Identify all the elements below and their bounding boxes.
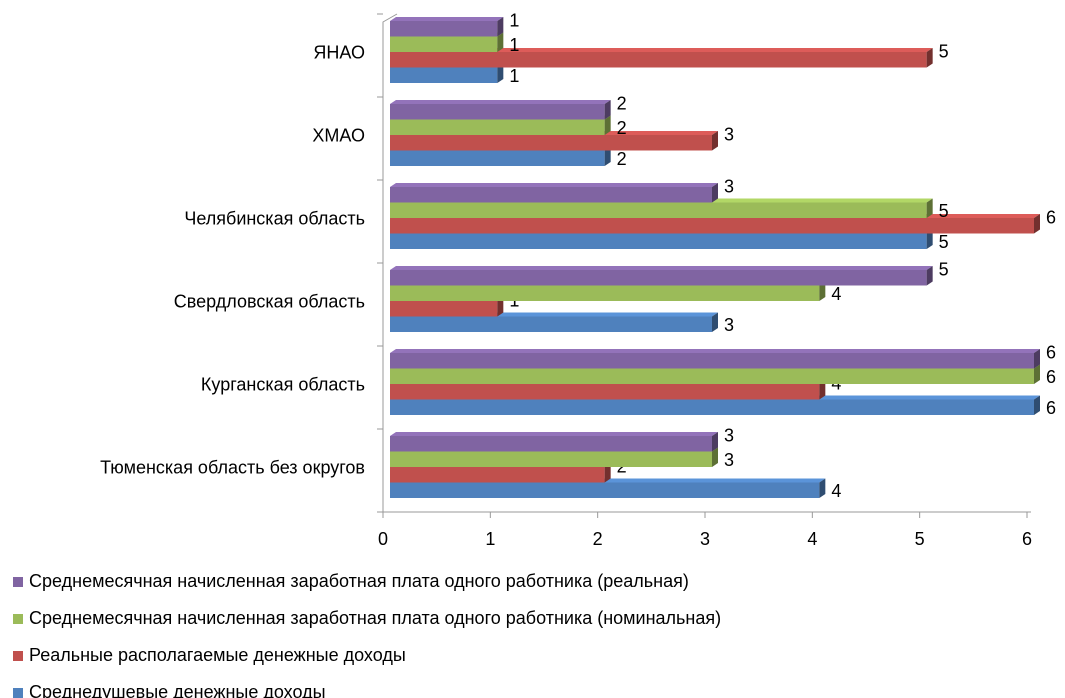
bar [390,21,498,37]
data-label: 3 [724,450,734,470]
data-label: 2 [617,149,627,169]
bar [390,36,498,52]
bar-side [712,183,718,203]
bar-side [1034,214,1040,234]
data-label: 1 [509,35,519,55]
legend-label: Среднемесячная начисленная заработная пл… [29,608,721,628]
bar-side [1034,364,1040,384]
bar-top [390,349,1040,353]
bar [390,285,820,301]
bar [390,104,605,120]
bar-side [604,463,611,483]
x-tick-label: 2 [593,529,603,549]
bar-top [390,432,718,436]
bar-top [390,100,611,104]
bar-side [604,146,611,166]
bar-side [497,32,504,52]
bar-side [819,380,826,400]
bar [390,67,498,83]
bar-side [1034,395,1040,415]
bar [390,384,820,400]
y-tick-label: Курганская область [201,374,365,394]
x-tick-label: 4 [807,529,817,549]
y-tick-label: Челябинская область [184,208,365,228]
bar-top [390,48,933,52]
data-label: 1 [509,66,519,86]
bar-side [926,198,933,218]
bar-side [1034,349,1040,369]
data-label: 3 [724,177,734,197]
bar-side [712,131,718,151]
y-tick-label: Тюменская область без округов [100,457,365,477]
legend-label: Реальные располагаемые денежные доходы [29,645,406,665]
data-label: 5 [939,201,949,221]
bar-side [819,478,826,498]
bar [390,399,1034,415]
bar [390,233,927,249]
bar [390,187,712,203]
data-label: 5 [939,232,949,252]
legend-swatch [13,651,23,661]
bar [390,218,1034,234]
bar-side [712,447,718,467]
bar-top [390,17,504,21]
data-label: 2 [617,94,627,114]
data-label: 6 [1046,343,1056,363]
bar-side [497,297,504,317]
data-label: 3 [724,315,734,335]
bar [390,301,498,317]
data-label: 3 [724,426,734,446]
bar-top [390,266,933,270]
bar-side [712,432,718,452]
bar [390,482,820,498]
bar-side [604,100,611,120]
legend-swatch [13,614,23,624]
legend-label: Среднемесячная начисленная заработная пл… [29,571,689,591]
legend-swatch [13,577,23,587]
data-label: 3 [724,125,734,145]
x-tick-label: 1 [485,529,495,549]
data-label: 4 [831,481,841,501]
bar-side [819,281,826,301]
bar [390,451,712,467]
bar [390,467,605,483]
bar [390,150,605,166]
data-label: 4 [831,284,841,304]
bar-side [497,63,504,83]
x-tick-label: 5 [915,529,925,549]
data-label: 5 [939,260,949,280]
bar-side [497,17,504,37]
data-label: 1 [509,11,519,31]
bar-side [712,312,718,332]
legend-swatch [13,688,23,698]
data-label: 6 [1046,367,1056,387]
bar [390,368,1034,384]
bar [390,270,927,286]
x-tick-label: 0 [378,529,388,549]
bar [390,316,712,332]
y-tick-label: Свердловская область [174,291,365,311]
data-label: 5 [939,42,949,62]
data-label: 6 [1046,208,1056,228]
bar-top [390,183,718,187]
bar [390,353,1034,369]
bar [390,436,712,452]
x-tick-label: 6 [1022,529,1032,549]
bar-side [926,229,933,249]
bar-side [604,115,611,135]
y-tick-label: ХМАО [312,125,365,145]
bar-side [926,266,933,286]
data-label: 2 [617,118,627,138]
y-tick-label: ЯНАО [313,42,365,62]
data-label: 6 [1046,398,1056,418]
bar [390,135,712,151]
bar [390,202,927,218]
bar [390,119,605,135]
bar [390,52,927,68]
x-tick-label: 3 [700,529,710,549]
legend-label: Среднедушевые денежные доходы [29,682,326,698]
bar-side [926,48,933,68]
y-axis [382,13,398,512]
